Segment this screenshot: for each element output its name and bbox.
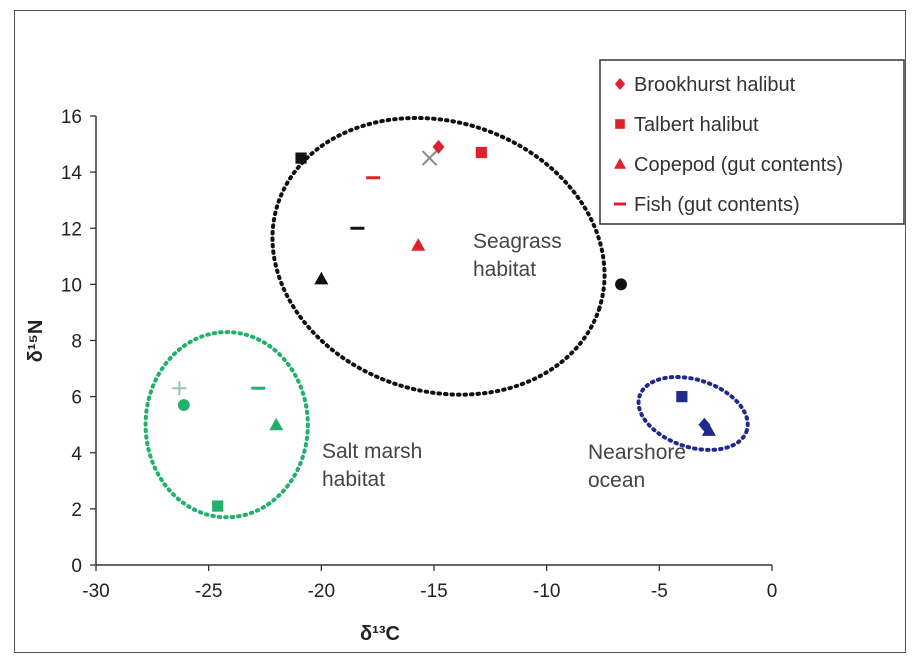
region-label: Nearshore — [588, 441, 686, 464]
region-label: ocean — [588, 469, 645, 492]
y-tick-label: 0 — [71, 556, 82, 577]
legend-entry-label: Brookhurst halibut — [634, 74, 796, 96]
y-tick-label: 16 — [61, 107, 82, 128]
data-point-circle — [177, 399, 190, 411]
legend-entry-label: Fish (gut contents) — [634, 194, 800, 216]
habitat-regions: Seagrass habitat Salt marsh habitat Nearshor… — [143, 115, 750, 520]
region-ellipse — [270, 115, 607, 397]
data-point-square — [212, 500, 224, 512]
y-tick-label: 2 — [71, 500, 82, 521]
data-point-triangle — [269, 417, 284, 431]
y-tick-label: 14 — [61, 163, 83, 184]
y-tick-label: 4 — [71, 444, 82, 465]
legend: Brookhurst halibut Talbert halibut Copepod… — [599, 59, 905, 225]
y-tick-label: 6 — [71, 388, 82, 409]
y-tick-label: 8 — [71, 332, 82, 353]
data-point-diamond — [432, 139, 445, 154]
x-tick-label: 0 — [767, 581, 778, 602]
y-tick-label: 12 — [61, 219, 82, 240]
legend-box — [599, 59, 905, 225]
data-point-x — [421, 150, 438, 166]
x-tick-label: -20 — [308, 581, 335, 602]
data-points — [172, 139, 716, 512]
legend-marker-square — [615, 119, 625, 129]
region-label: habitat — [473, 258, 536, 281]
x-axis-label: δ¹³C — [360, 623, 400, 645]
legend-marker-triangle — [614, 158, 626, 169]
legend-marker-diamond — [614, 78, 626, 90]
x-tick-label: -10 — [533, 581, 560, 602]
axes: -30 -25 -20 -15 -10 -5 0 0 2 4 6 8 10 12 14 16 — [61, 107, 777, 602]
region-label: Seagrass — [473, 230, 562, 253]
x-tick-label: -5 — [651, 581, 668, 602]
region-label: habitat — [322, 468, 385, 491]
data-point-triangle — [411, 238, 426, 251]
chart-frame — [14, 10, 906, 653]
region-ellipse — [636, 375, 750, 452]
data-point-circle — [615, 278, 627, 291]
data-point-triangle — [701, 423, 716, 436]
legend-entry-label: Copepod (gut contents) — [634, 154, 843, 176]
x-tick-label: -25 — [195, 581, 222, 602]
region-ellipse — [143, 330, 310, 520]
y-axis-label: δ¹⁵N — [25, 320, 47, 363]
x-tick-label: -15 — [420, 581, 447, 602]
data-point-triangle — [314, 271, 329, 285]
data-point-square — [475, 146, 487, 159]
region-label: Salt marsh — [322, 440, 422, 463]
legend-entry-label: Talbert halibut — [634, 114, 759, 136]
data-point-square — [295, 152, 307, 164]
y-tick-label: 10 — [61, 275, 82, 296]
data-point-square — [676, 391, 688, 403]
x-tick-label: -30 — [82, 581, 109, 602]
data-point-plus — [172, 381, 187, 396]
